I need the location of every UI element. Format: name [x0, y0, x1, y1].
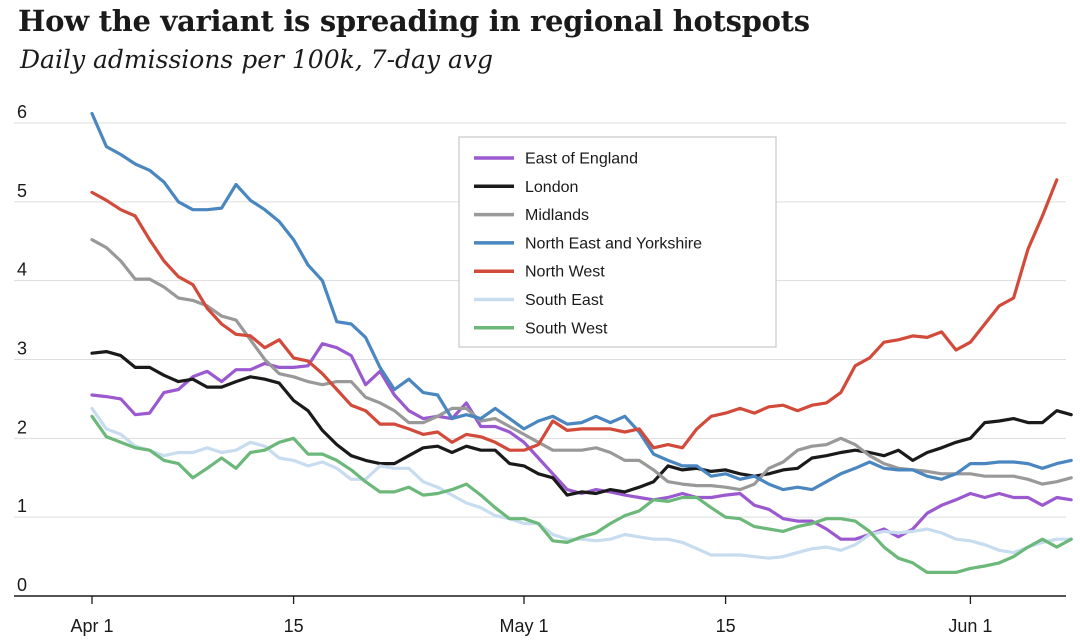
x-tick-label: 15 [284, 616, 304, 636]
y-tick-label: 0 [17, 575, 27, 595]
legend-label: Midlands [525, 207, 589, 224]
series-line-london [90, 350, 1073, 497]
x-tick-label: Jun 1 [948, 616, 992, 636]
y-axis-ticks: 0 1 2 3 4 5 6 [17, 102, 27, 595]
y-tick-label: 3 [17, 339, 27, 359]
x-tick-label: Apr 1 [70, 616, 113, 636]
x-axis-ticks: Apr 1 15 May 1 15 Jun 1 [70, 596, 992, 636]
y-tick-label: 2 [17, 417, 27, 437]
chart-title: How the variant is spreading in regional… [18, 4, 810, 38]
series-lines [90, 111, 1073, 574]
series-line-north-west [90, 178, 1059, 452]
y-tick-label: 4 [17, 260, 27, 280]
legend-label: East of England [525, 151, 638, 168]
y-tick-label: 1 [17, 496, 27, 516]
legend-label: South West [525, 320, 608, 337]
gridlines [14, 122, 1066, 597]
legend: East of England London Midlands North East … [458, 136, 777, 348]
x-tick-label: May 1 [499, 616, 548, 636]
series-line-east-of-england [90, 342, 1073, 541]
legend-label: London [525, 179, 578, 196]
y-tick-label: 5 [17, 181, 27, 201]
legend-label: North West [525, 264, 605, 281]
series-line-south-east [90, 406, 1073, 560]
x-tick-label: 15 [716, 616, 736, 636]
y-tick-label: 6 [17, 102, 27, 122]
series-line-north-east-and-yorkshire [90, 111, 1073, 492]
legend-label: South East [525, 292, 604, 309]
chart-subtitle: Daily admissions per 100k, 7-day avg [20, 45, 494, 74]
legend-label: North East and Yorkshire [525, 235, 702, 252]
series-line-south-west [90, 414, 1073, 574]
